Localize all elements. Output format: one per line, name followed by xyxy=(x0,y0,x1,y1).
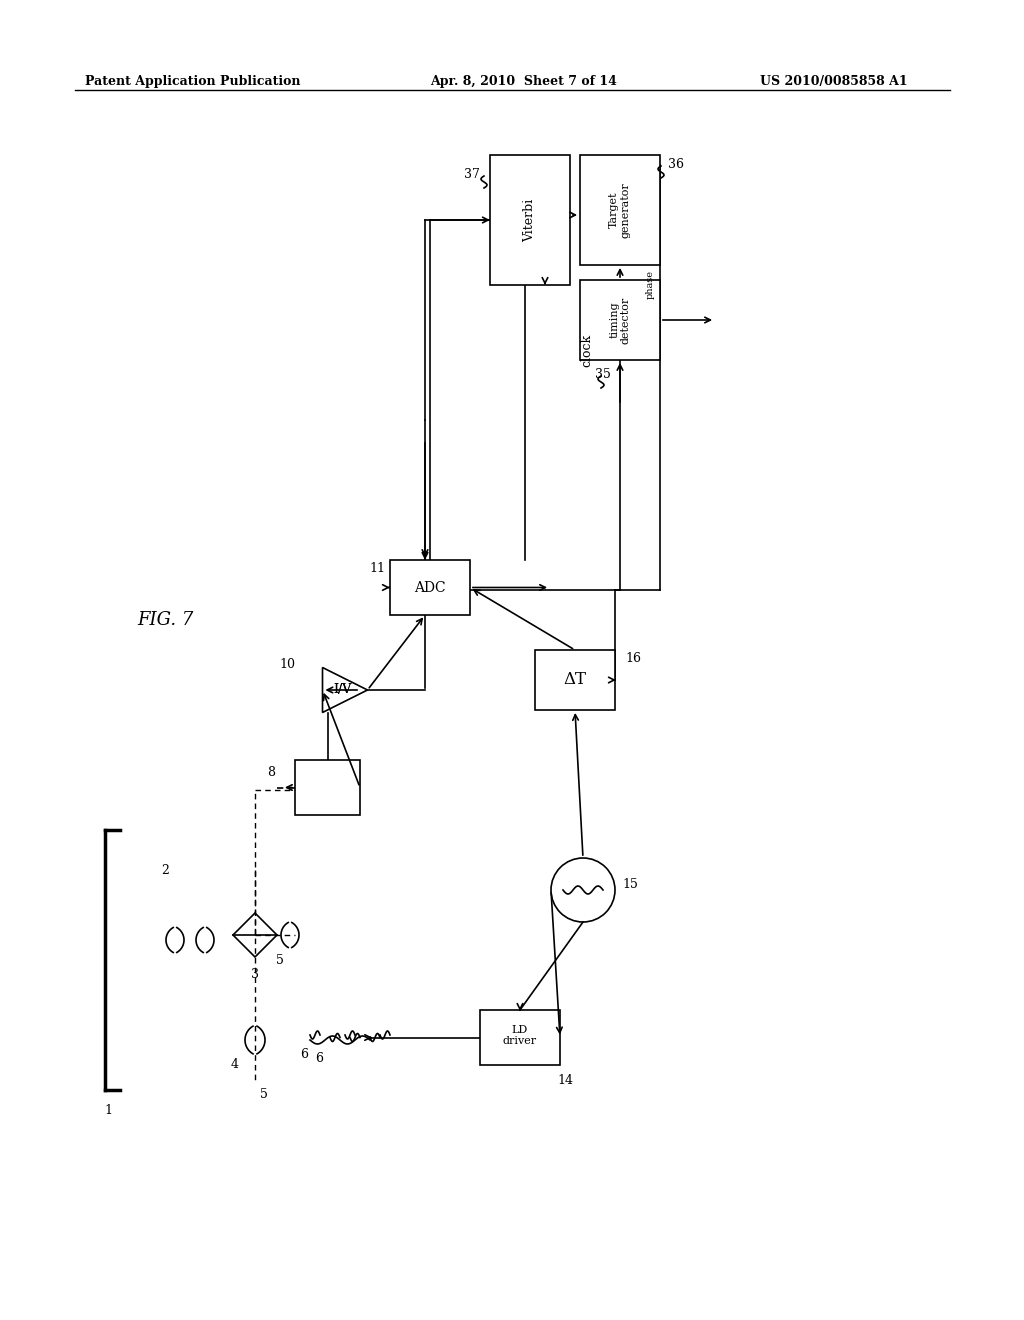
Text: clock: clock xyxy=(580,334,593,367)
Text: I/V: I/V xyxy=(333,684,351,697)
Bar xyxy=(295,760,360,814)
Text: 2: 2 xyxy=(161,863,169,876)
Text: 15: 15 xyxy=(622,879,638,891)
Text: 1: 1 xyxy=(104,1104,112,1117)
Text: ΔT: ΔT xyxy=(563,672,587,689)
Text: 6: 6 xyxy=(315,1052,323,1064)
Bar xyxy=(390,560,470,615)
Text: 3: 3 xyxy=(251,969,259,982)
Text: Target
generator: Target generator xyxy=(609,182,631,238)
Text: I/V: I/V xyxy=(333,684,351,697)
Bar xyxy=(580,154,660,265)
Bar xyxy=(490,154,570,285)
Text: 5: 5 xyxy=(276,953,284,966)
Bar xyxy=(480,1010,560,1065)
Text: 10: 10 xyxy=(279,659,295,672)
Text: 4: 4 xyxy=(231,1059,239,1072)
Text: 35: 35 xyxy=(595,368,611,381)
Text: 5: 5 xyxy=(260,1089,268,1101)
Text: ADC: ADC xyxy=(414,581,445,594)
Text: 14: 14 xyxy=(557,1073,573,1086)
Text: LD
driver: LD driver xyxy=(503,1024,537,1047)
Text: Viterbi: Viterbi xyxy=(523,198,537,242)
Text: 16: 16 xyxy=(625,652,641,664)
Text: 6: 6 xyxy=(300,1048,308,1061)
Text: Apr. 8, 2010  Sheet 7 of 14: Apr. 8, 2010 Sheet 7 of 14 xyxy=(430,75,616,88)
Text: FIG. 7: FIG. 7 xyxy=(137,611,194,630)
Text: 37: 37 xyxy=(464,169,480,181)
Text: 11: 11 xyxy=(369,561,385,574)
Bar xyxy=(535,649,615,710)
Text: Patent Application Publication: Patent Application Publication xyxy=(85,75,300,88)
Text: 8: 8 xyxy=(267,767,275,780)
Text: 36: 36 xyxy=(668,158,684,172)
Text: phase: phase xyxy=(646,271,655,300)
Text: US 2010/0085858 A1: US 2010/0085858 A1 xyxy=(760,75,907,88)
Text: timing
detector: timing detector xyxy=(609,297,631,343)
Bar xyxy=(580,280,660,360)
